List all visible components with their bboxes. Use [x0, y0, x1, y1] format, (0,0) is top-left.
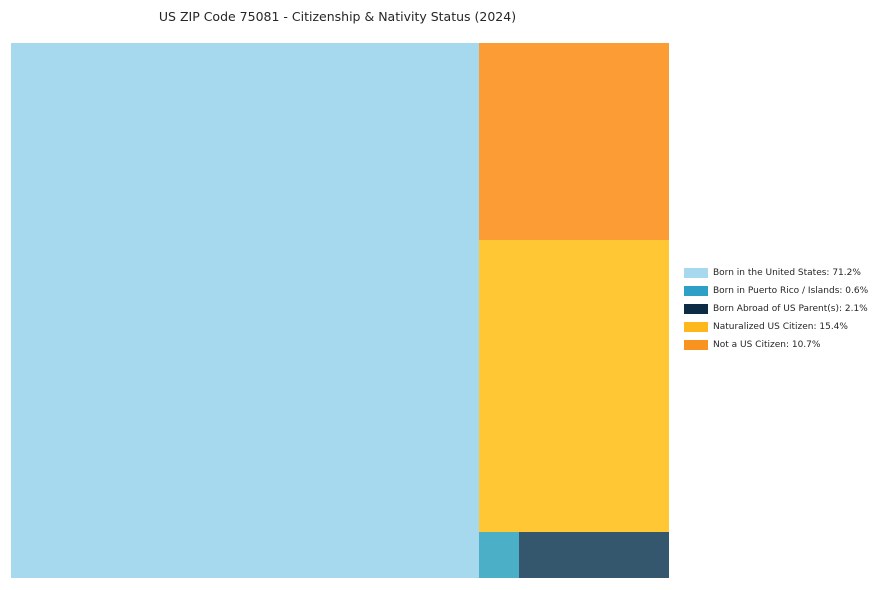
chart-title: US ZIP Code 75081 - Citizenship & Nativi…	[158, 9, 517, 24]
legend-row[interactable]: Not a US Citizen: 10.7%	[684, 336, 884, 354]
treemap-tile-born-in-puerto-rico-islands[interactable]	[479, 532, 519, 578]
treemap-tile-naturalized-us-citizen[interactable]	[479, 240, 669, 532]
legend-label: Naturalized US Citizen: 15.4%	[713, 321, 848, 332]
treemap-tile-born-in-the-united-states[interactable]	[11, 43, 479, 578]
legend-swatch-naturalized-us-citizen	[684, 322, 708, 332]
legend-label: Born in Puerto Rico / Islands: 0.6%	[713, 285, 869, 296]
treemap-plot-area	[11, 43, 669, 578]
legend-swatch-born-in-puerto-rico-islands	[684, 286, 708, 296]
legend-swatch-born-in-the-united-states	[684, 268, 708, 278]
legend-swatch-born-abroad-of-us-parents	[684, 304, 708, 314]
legend-row[interactable]: Born Abroad of US Parent(s): 2.1%	[684, 300, 884, 318]
chart-legend: Born in the United States: 71.2% Born in …	[684, 264, 884, 354]
treemap-tile-not-a-us-citizen[interactable]	[479, 43, 669, 240]
legend-label: Not a US Citizen: 10.7%	[713, 339, 821, 350]
legend-row[interactable]: Born in Puerto Rico / Islands: 0.6%	[684, 282, 884, 300]
treemap-tile-born-abroad-of-us-parent-s[interactable]	[519, 532, 669, 578]
legend-row[interactable]: Born in the United States: 71.2%	[684, 264, 884, 282]
legend-row[interactable]: Naturalized US Citizen: 15.4%	[684, 318, 884, 336]
legend-swatch-not-a-us-citizen	[684, 340, 708, 350]
legend-label: Born in the United States: 71.2%	[713, 267, 861, 278]
legend-label: Born Abroad of US Parent(s): 2.1%	[713, 303, 868, 314]
